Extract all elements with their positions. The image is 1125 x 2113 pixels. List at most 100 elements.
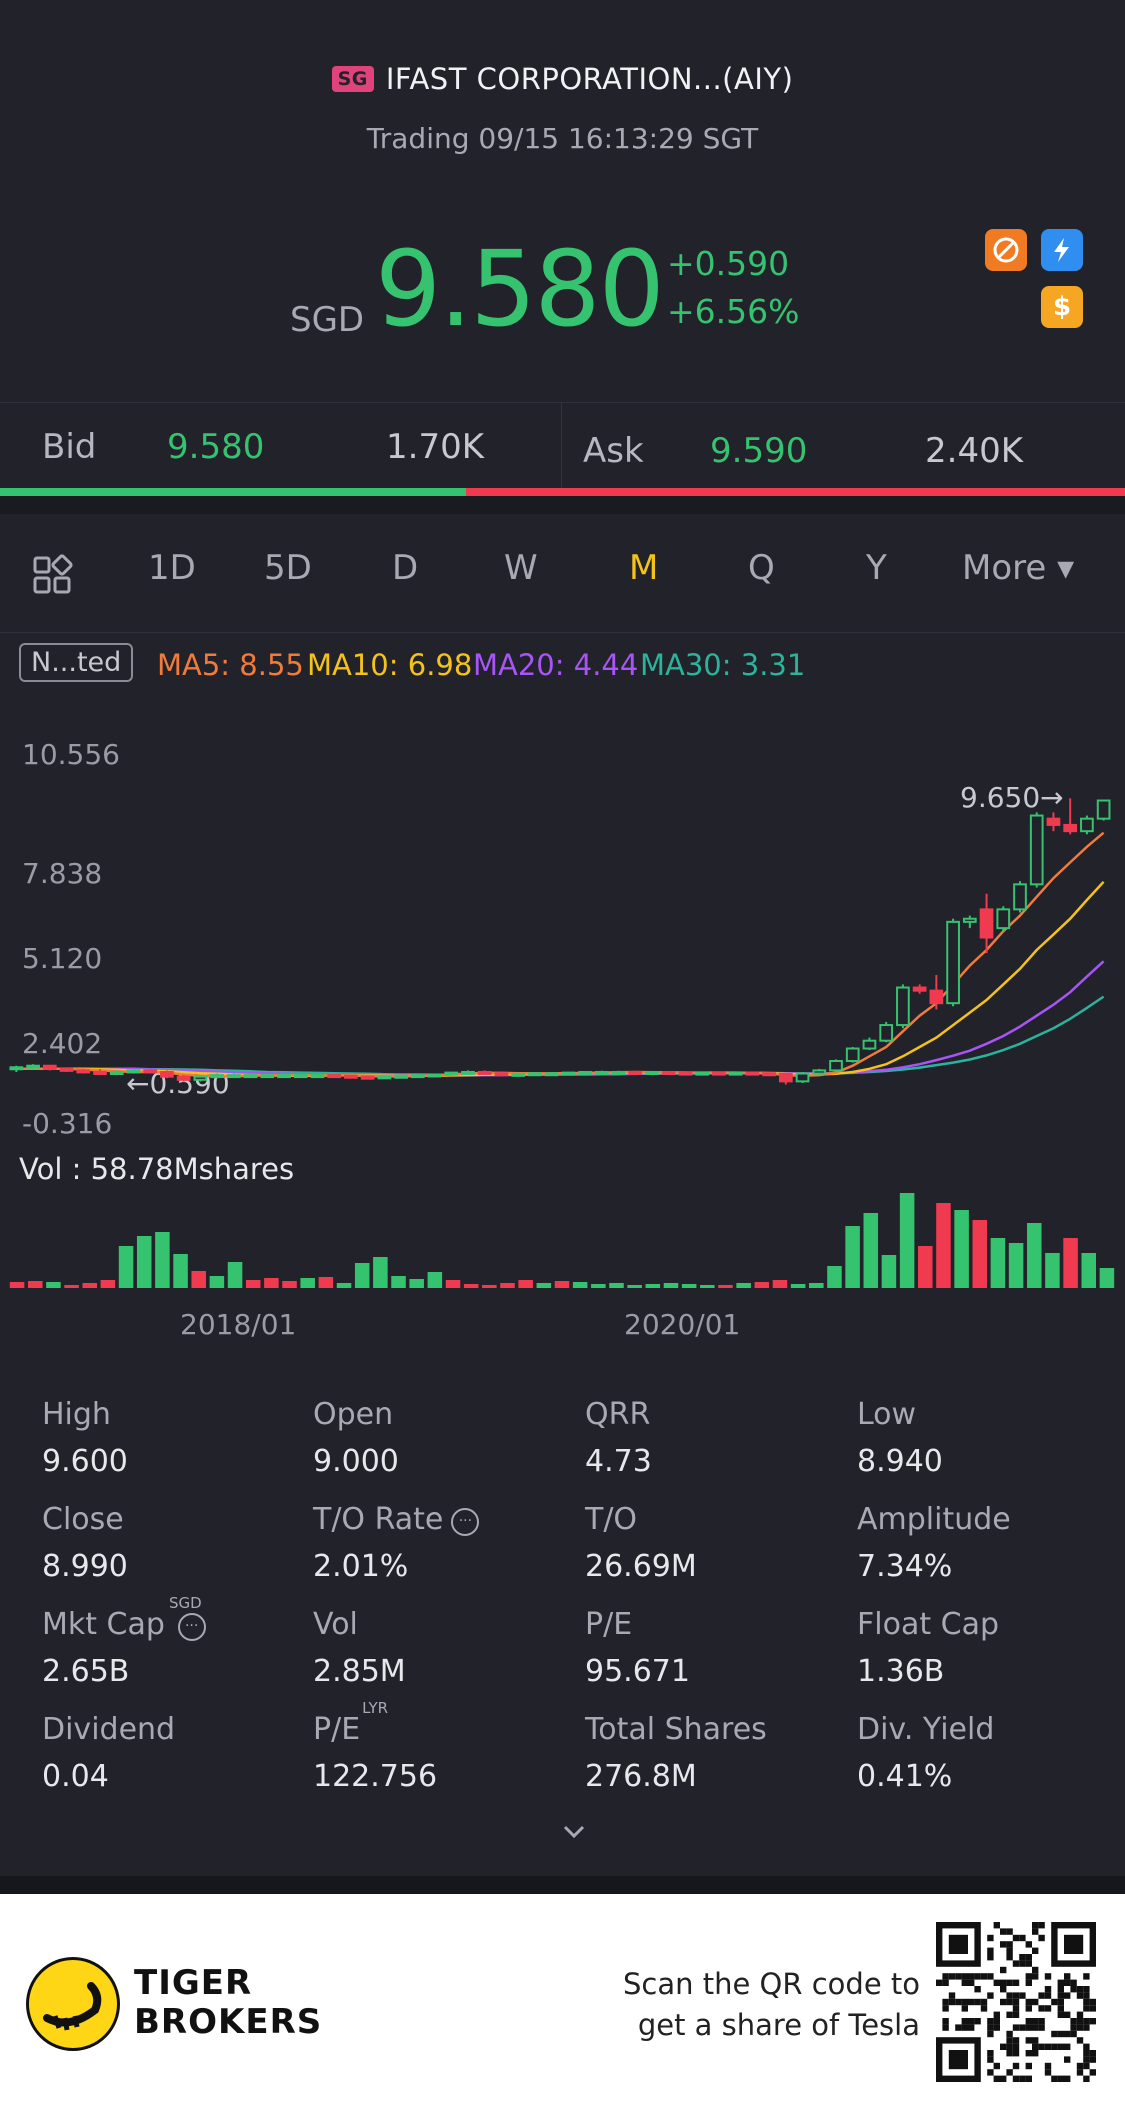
x-tick: 2018/01: [180, 1308, 297, 1341]
qr-module: [968, 1973, 975, 1980]
candle-body: [9, 1066, 24, 1071]
qr-module: [987, 2069, 994, 2076]
stat-value: 8.990: [42, 1549, 128, 1584]
qr-module: [1006, 1998, 1013, 2006]
candle: [695, 1071, 710, 1076]
stat-value: 9.600: [42, 1444, 128, 1479]
qr-module: [1019, 1954, 1026, 1961]
qr-module: [961, 2024, 968, 2031]
candle-body: [410, 1074, 425, 1079]
qr-module: [987, 1992, 994, 1999]
qr-module: [1076, 1986, 1084, 1993]
trading-status: Trading 09/15 16:13:29 SGT: [366, 122, 759, 155]
qr-module: [955, 1973, 962, 1980]
volume-bar: [409, 1279, 424, 1288]
qr-module: [1032, 1928, 1039, 1935]
ask-price: 9.590: [710, 431, 808, 471]
qr-module: [1025, 2050, 1032, 2057]
qr-module: [1057, 2005, 1064, 2012]
candle: [143, 1068, 158, 1074]
price-change: +0.590: [667, 244, 790, 283]
qr-module: [1083, 2018, 1090, 2025]
qr-module: [1064, 1979, 1071, 1986]
qr-module: [1064, 1992, 1071, 1999]
qr-module: [1006, 1947, 1013, 1954]
qr-module: [955, 1998, 962, 2006]
info-icon[interactable]: ···: [451, 1508, 480, 1536]
no-short-icon[interactable]: [985, 229, 1027, 271]
qr-module: [1012, 2043, 1020, 2050]
y-tick: 7.838: [22, 857, 103, 890]
qr-module: [1019, 2075, 1026, 2082]
candle-body: [394, 1074, 408, 1079]
candle-body: [327, 1074, 342, 1079]
qr-module: [1038, 1992, 1045, 1999]
qr-module: [968, 2024, 975, 2031]
qr-module: [942, 2024, 949, 2031]
qr-module: [1089, 2005, 1096, 2012]
expand-chevron-down-icon[interactable]: [562, 1820, 586, 1844]
stat-label: Total Shares: [585, 1712, 767, 1747]
tab-d[interactable]: D: [392, 548, 419, 588]
candle: [210, 1073, 224, 1079]
section-separator: [0, 496, 1125, 514]
indicator-selector[interactable]: N...ted: [19, 643, 134, 682]
tab-1d[interactable]: 1D: [148, 548, 196, 588]
tab-5d[interactable]: 5D: [264, 548, 312, 588]
y-tick: 5.120: [22, 942, 103, 975]
candle-body: [996, 908, 1011, 930]
qr-module: [987, 1947, 994, 1954]
volume-bar: [27, 1281, 43, 1288]
qr-module: [974, 1973, 981, 1980]
stat-label: Div. Yield: [857, 1712, 995, 1747]
candle: [477, 1070, 492, 1075]
volume-bar: [1026, 1223, 1042, 1288]
volume-bar: [554, 1281, 570, 1288]
volume-bar: [264, 1278, 279, 1288]
qr-module: [961, 1998, 968, 2006]
qr-module: [942, 1979, 949, 1986]
stat-value: 276.8M: [585, 1759, 697, 1794]
qr-module: [1083, 2005, 1090, 2012]
candle-body: [477, 1070, 492, 1075]
info-icon[interactable]: ···: [177, 1613, 206, 1641]
tab-m[interactable]: M: [629, 548, 659, 588]
volume-bar: [827, 1266, 842, 1288]
layout-grid-icon[interactable]: [32, 553, 76, 597]
stat-label: Float Cap: [857, 1607, 1000, 1642]
qr-module: [1089, 2018, 1096, 2025]
candle: [896, 984, 910, 1029]
volume-bar: [1063, 1238, 1078, 1288]
qr-module: [1057, 1992, 1064, 1999]
tab-y[interactable]: Y: [866, 548, 887, 588]
qr-module: [1083, 2050, 1090, 2057]
ma10-value: MA10: 6.98: [307, 648, 473, 682]
qr-module: [1038, 2043, 1045, 2050]
qr-module: [948, 1992, 956, 1999]
tab-q[interactable]: Q: [748, 548, 775, 588]
candle: [109, 1070, 124, 1076]
qr-module: [1006, 1954, 1013, 1961]
dollar-icon[interactable]: $: [1041, 286, 1083, 328]
qr-module: [1025, 2062, 1032, 2070]
candle: [845, 1046, 860, 1063]
qr-module: [1032, 2024, 1039, 2031]
price-chart[interactable]: [0, 700, 1125, 1120]
tab-w[interactable]: W: [504, 548, 538, 588]
qr-module: [1038, 1922, 1045, 1929]
candle-body: [929, 989, 944, 1005]
flash-order-icon[interactable]: [1041, 229, 1083, 271]
candle-body: [578, 1070, 592, 1075]
volume-bar: [936, 1203, 951, 1288]
y-tick: -0.316: [22, 1107, 113, 1140]
qr-module: [1025, 2018, 1032, 2025]
tab-more[interactable]: More ▾: [962, 548, 1075, 588]
candle-body: [845, 1047, 860, 1063]
qr-module: [1012, 1934, 1020, 1942]
qr-module: [1025, 1960, 1032, 1967]
ma20-value: MA20: 4.44: [473, 648, 639, 682]
candle: [344, 1074, 358, 1079]
candle: [645, 1070, 659, 1075]
stat-value: 8.940: [857, 1444, 943, 1479]
footer-separator: [0, 1876, 1125, 1894]
